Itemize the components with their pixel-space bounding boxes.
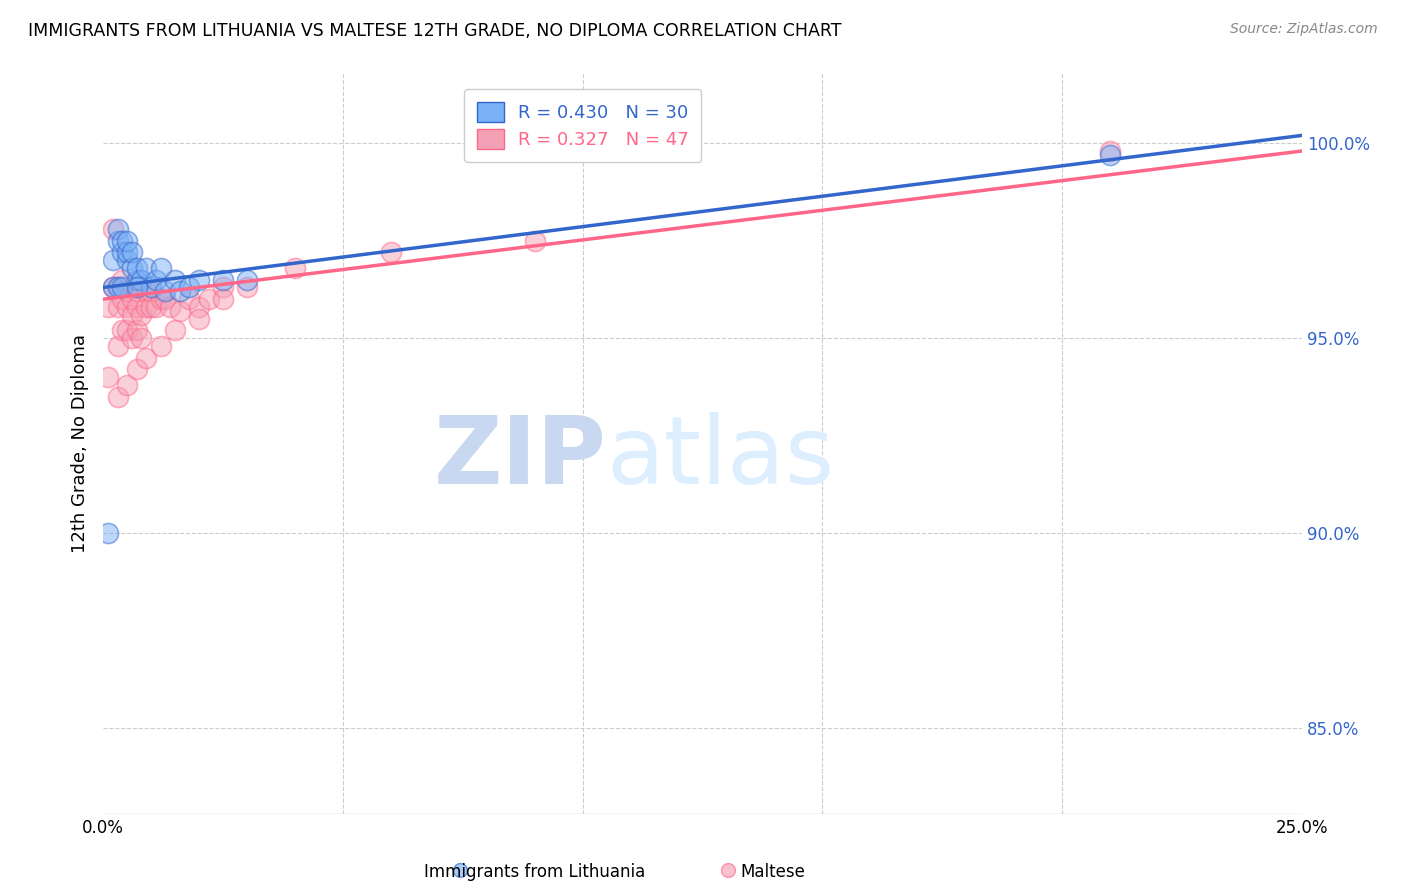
Text: Immigrants from Lithuania: Immigrants from Lithuania xyxy=(423,863,645,881)
Point xyxy=(236,273,259,287)
Point xyxy=(135,260,157,275)
Point xyxy=(121,308,143,322)
Point xyxy=(111,273,134,287)
Point xyxy=(155,292,177,306)
Point xyxy=(115,378,138,392)
Point xyxy=(101,253,124,268)
Text: IMMIGRANTS FROM LITHUANIA VS MALTESE 12TH GRADE, NO DIPLOMA CORRELATION CHART: IMMIGRANTS FROM LITHUANIA VS MALTESE 12T… xyxy=(28,22,842,40)
Point xyxy=(1099,144,1122,158)
Point xyxy=(111,323,134,337)
Point xyxy=(212,280,235,294)
Point xyxy=(169,285,191,299)
Point xyxy=(139,300,162,314)
Point xyxy=(115,285,138,299)
Y-axis label: 12th Grade, No Diploma: 12th Grade, No Diploma xyxy=(72,334,89,553)
Point xyxy=(139,285,162,299)
Point xyxy=(101,280,124,294)
Point xyxy=(107,300,129,314)
Text: atlas: atlas xyxy=(606,412,835,504)
Point xyxy=(111,245,134,260)
Point xyxy=(121,331,143,345)
Point xyxy=(111,234,134,248)
Point xyxy=(111,292,134,306)
Point xyxy=(131,273,153,287)
Point xyxy=(188,300,211,314)
Point xyxy=(125,362,148,376)
Point xyxy=(115,300,138,314)
Legend: R = 0.430   N = 30, R = 0.327   N = 47: R = 0.430 N = 30, R = 0.327 N = 47 xyxy=(464,89,702,161)
Point xyxy=(97,370,120,384)
Point xyxy=(125,300,148,314)
Point xyxy=(197,292,219,306)
Point xyxy=(107,280,129,294)
Point xyxy=(179,292,201,306)
Point xyxy=(155,285,177,299)
Point xyxy=(149,292,172,306)
Point xyxy=(1099,148,1122,162)
Point xyxy=(101,222,124,236)
Point xyxy=(131,308,153,322)
Point xyxy=(111,280,134,294)
Point xyxy=(97,300,120,314)
Point xyxy=(101,280,124,294)
Point xyxy=(212,292,235,306)
Point xyxy=(107,222,129,236)
Point xyxy=(145,273,167,287)
Point xyxy=(165,273,187,287)
Point xyxy=(149,339,172,353)
Point xyxy=(121,245,143,260)
Text: ZIP: ZIP xyxy=(434,412,606,504)
Point xyxy=(450,863,472,878)
Point xyxy=(121,260,143,275)
Text: Maltese: Maltese xyxy=(741,863,806,881)
Point xyxy=(717,863,740,878)
Point xyxy=(115,234,138,248)
Point xyxy=(179,280,201,294)
Point xyxy=(523,234,546,248)
Point xyxy=(169,304,191,318)
Point xyxy=(125,285,148,299)
Point xyxy=(188,311,211,326)
Point xyxy=(212,273,235,287)
Point xyxy=(135,300,157,314)
Point xyxy=(125,273,148,287)
Point xyxy=(145,300,167,314)
Point xyxy=(125,260,148,275)
Point xyxy=(125,280,148,294)
Point xyxy=(121,292,143,306)
Point xyxy=(131,331,153,345)
Point xyxy=(125,323,148,337)
Point xyxy=(107,339,129,353)
Point xyxy=(159,300,181,314)
Point xyxy=(107,390,129,404)
Point xyxy=(97,526,120,541)
Point xyxy=(139,280,162,294)
Point xyxy=(107,280,129,294)
Point xyxy=(115,253,138,268)
Point xyxy=(236,280,259,294)
Point xyxy=(165,323,187,337)
Point xyxy=(380,245,402,260)
Point xyxy=(115,323,138,337)
Point xyxy=(149,260,172,275)
Point xyxy=(115,245,138,260)
Point xyxy=(284,260,307,275)
Point xyxy=(135,351,157,365)
Point xyxy=(188,273,211,287)
Text: Source: ZipAtlas.com: Source: ZipAtlas.com xyxy=(1230,22,1378,37)
Point xyxy=(107,234,129,248)
Point xyxy=(135,285,157,299)
